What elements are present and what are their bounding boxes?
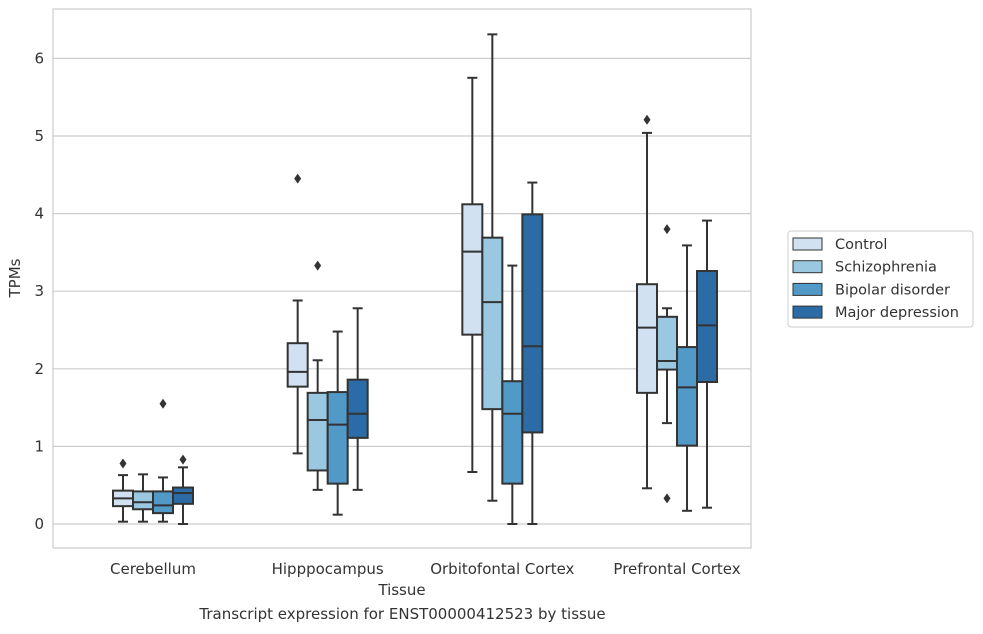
legend-label: Major depression (835, 305, 959, 321)
box-2-3 (676, 244, 699, 512)
outlier-point (119, 458, 127, 469)
y-axis-label: TPMs (6, 258, 24, 298)
outlier-point (643, 114, 651, 125)
legend-label: Bipolar disorder (835, 282, 950, 298)
box-body (346, 378, 369, 439)
legend-swatch (792, 305, 823, 319)
box-3-1 (346, 307, 369, 491)
box-body (636, 283, 659, 394)
box-body (152, 490, 174, 515)
y-tick-label: 5 (34, 127, 44, 145)
y-axis-ticks: 0 1 2 3 4 5 6 (34, 49, 44, 533)
grid-lines (53, 57, 751, 525)
box-series-layer (112, 33, 719, 525)
x-tick-label: Hipppocampus (272, 560, 384, 578)
x-axis-label: Tissue (377, 581, 425, 599)
box-1-2 (481, 33, 504, 502)
y-tick-label: 3 (34, 282, 44, 300)
box-1-3 (656, 224, 679, 504)
box-body (461, 203, 484, 336)
box-0-1 (286, 173, 309, 455)
box-body (132, 490, 154, 511)
box-2-2 (501, 264, 524, 525)
box-body (656, 315, 679, 371)
y-tick-label: 6 (34, 49, 44, 67)
legend: Control Schizophrenia Bipolar disorder Majo… (787, 230, 974, 328)
outlier-point (663, 224, 671, 235)
box-1-0 (132, 473, 154, 523)
outlier-point (663, 493, 671, 504)
box-2-1 (326, 330, 349, 516)
legend-frame (787, 230, 974, 328)
box-body (696, 270, 719, 383)
y-tick-label: 2 (34, 360, 44, 378)
box-0-0 (112, 458, 134, 523)
legend-label: Schizophrenia (835, 260, 937, 276)
box-3-3 (696, 219, 719, 509)
x-tick-label: Cerebellum (110, 560, 196, 578)
box-body (521, 213, 544, 434)
outlier-point (294, 173, 302, 184)
y-tick-label: 1 (34, 437, 44, 455)
legend-swatch (792, 260, 823, 274)
legend-swatch (792, 237, 823, 251)
box-body (676, 346, 699, 447)
outlier-point (314, 260, 322, 271)
box-3-0 (172, 454, 194, 525)
legend-swatch (792, 282, 823, 296)
box-body (172, 486, 194, 505)
box-body (286, 342, 309, 388)
box-2-0 (152, 398, 174, 523)
y-tick-label: 0 (34, 515, 44, 533)
x-axis-ticks: Cerebellum Hipppocampus Orbitofontal Corte… (110, 560, 741, 578)
box-0-2 (461, 76, 484, 474)
box-0-3 (636, 114, 659, 490)
x-tick-label: Prefrontal Cortex (613, 560, 740, 578)
box-body (326, 391, 349, 485)
x-tick-label: Orbitofontal Cortex (430, 560, 574, 578)
box-body (501, 380, 524, 485)
outlier-point (179, 454, 187, 465)
box-1-1 (306, 260, 329, 491)
box-body (481, 236, 504, 411)
box-3-2 (521, 181, 544, 525)
box-body (306, 391, 329, 472)
plot-area-frame (52, 8, 752, 549)
legend-label: Control (835, 237, 887, 253)
figure-caption: Transcript expression for ENST0000041252… (199, 605, 606, 623)
y-tick-label: 4 (34, 205, 44, 223)
outlier-point (159, 398, 167, 409)
